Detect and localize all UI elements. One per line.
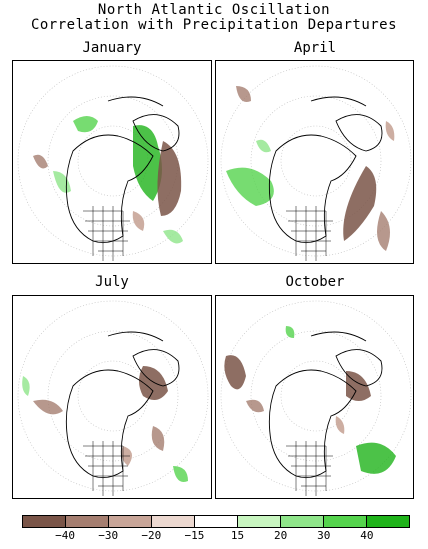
- color-legend-bar: [22, 515, 410, 528]
- figure-title-line2: Correlation with Precipitation Departure…: [30, 17, 398, 33]
- figure-title-line1: North Atlantic Oscillation: [97, 2, 331, 18]
- legend-swatch: [66, 516, 109, 527]
- panel-title-april: April: [293, 40, 337, 56]
- map-january: [17, 65, 209, 261]
- map-panel-october: [215, 295, 414, 499]
- panel-title-october: October: [285, 274, 345, 290]
- legend-swatch: [324, 516, 367, 527]
- map-july: [17, 300, 209, 496]
- legend-swatch: [281, 516, 324, 527]
- legend-tick-label: −20: [141, 529, 162, 542]
- legend-tick-label: 40: [360, 529, 374, 542]
- legend-swatch: [238, 516, 281, 527]
- panel-title-january: January: [82, 40, 142, 56]
- map-april: [220, 65, 412, 261]
- legend-swatch: [195, 516, 238, 527]
- state-borders: [83, 206, 130, 261]
- legend-tick-label: 30: [317, 529, 331, 542]
- map-panel-july: [12, 295, 212, 499]
- map-panel-april: [215, 60, 414, 264]
- legend-swatch: [367, 516, 409, 527]
- legend-tick-label: 20: [274, 529, 288, 542]
- legend-swatch: [23, 516, 66, 527]
- legend-tick-label: 15: [230, 529, 245, 542]
- legend-tick-label: −40: [55, 529, 76, 542]
- legend-swatch: [109, 516, 152, 527]
- coastlines: [65, 96, 180, 244]
- map-panel-january: [12, 60, 212, 264]
- legend-tick-label: −30: [98, 529, 119, 542]
- panel-title-july: July: [95, 274, 129, 290]
- legend-swatch: [152, 516, 195, 527]
- color-legend-ticks: −40 −30 −20 −15 15 20 30 40: [22, 530, 410, 544]
- precip-anomaly-fills: [33, 116, 183, 244]
- legend-tick-label: −15: [184, 529, 205, 542]
- map-october: [220, 300, 412, 496]
